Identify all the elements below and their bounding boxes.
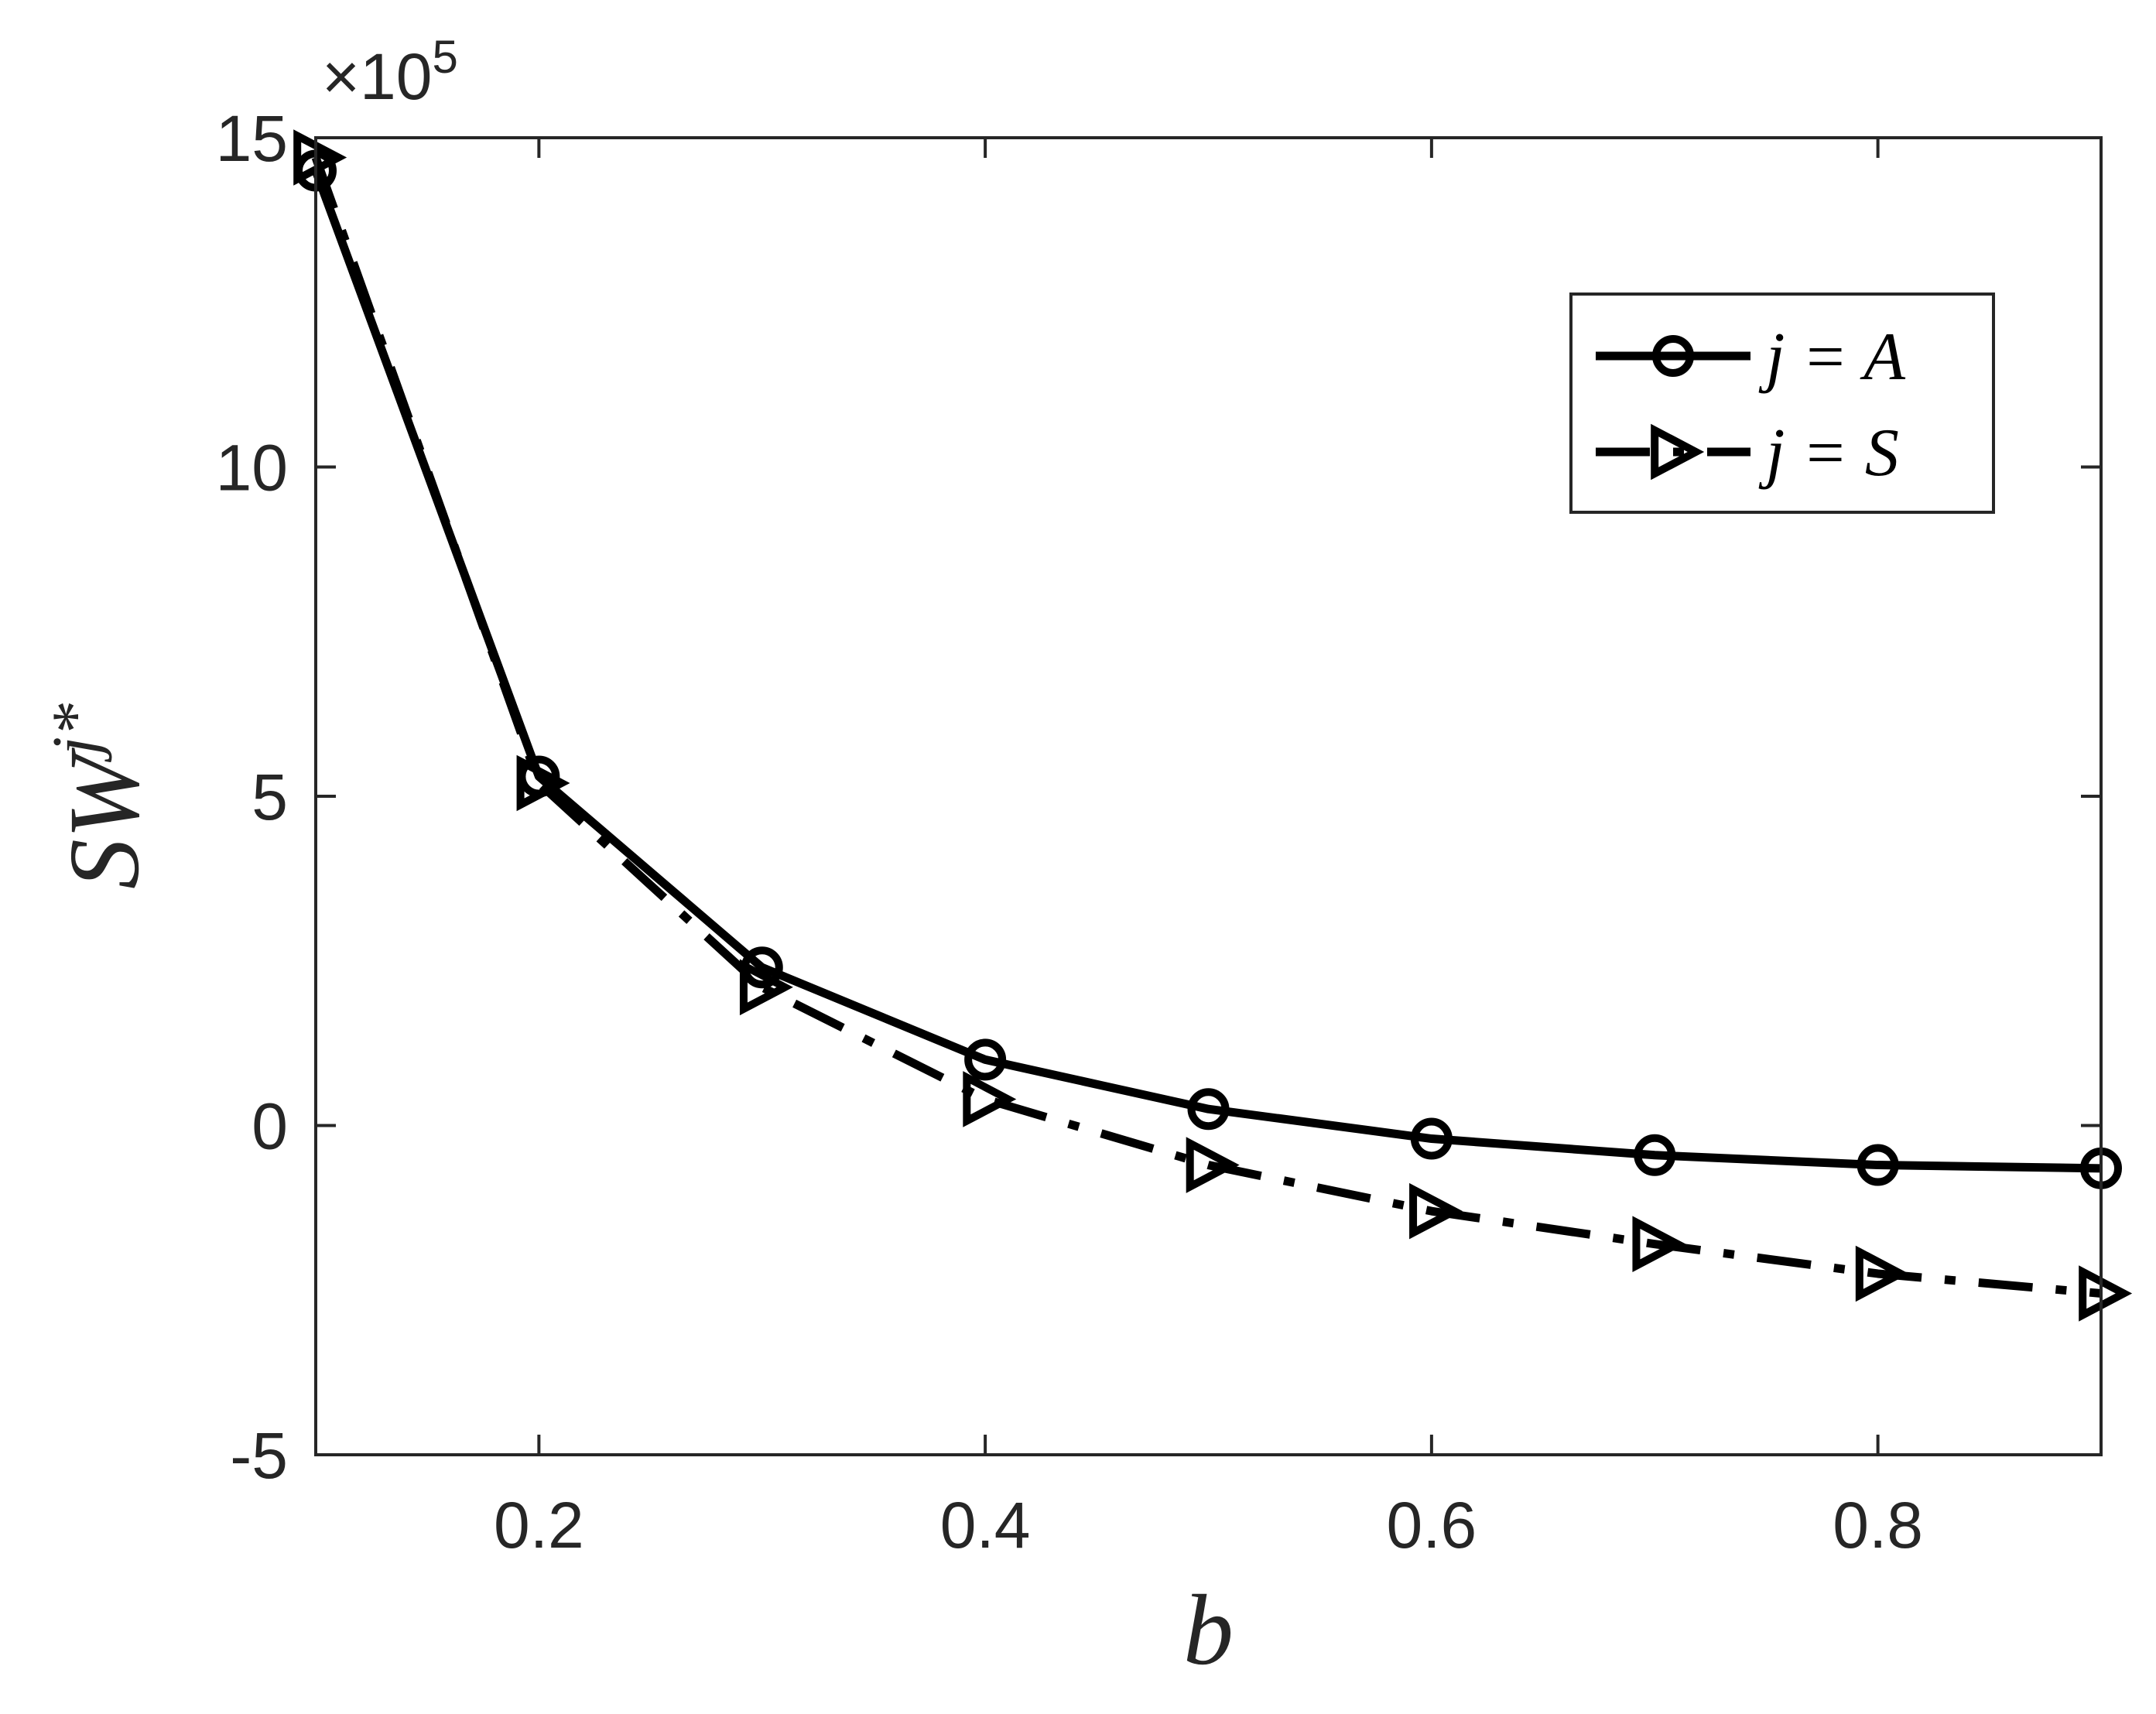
legend-marker bbox=[1651, 423, 1705, 481]
legend-item: j = A bbox=[1596, 320, 1906, 395]
y-axis-label-superscript: j* bbox=[38, 703, 112, 763]
x-tick-label: 0.2 bbox=[494, 1489, 584, 1562]
data-point bbox=[964, 1038, 1007, 1081]
data-point bbox=[1855, 1245, 1909, 1302]
data-point bbox=[1409, 1182, 1463, 1240]
x-axis-label: b bbox=[1183, 1575, 1234, 1686]
series-2 bbox=[293, 129, 2133, 1322]
data-point bbox=[739, 959, 793, 1016]
y-tick-label: 0 bbox=[252, 1090, 288, 1163]
data-point bbox=[1857, 1144, 1899, 1186]
data-point bbox=[2079, 1265, 2133, 1322]
series-layer bbox=[293, 129, 2133, 1322]
data-point bbox=[1632, 1216, 1686, 1272]
y-axis-multiplier: ×105 bbox=[322, 31, 458, 113]
legend: j = A j = S bbox=[1569, 293, 1995, 514]
legend-label: j = A bbox=[1758, 320, 1906, 395]
x-tick-label: 0.8 bbox=[1833, 1489, 1923, 1562]
legend-item: j = S bbox=[1596, 416, 1899, 491]
x-tick-label: 0.4 bbox=[940, 1489, 1031, 1562]
y-tick-label: -5 bbox=[230, 1419, 288, 1492]
data-point bbox=[1410, 1117, 1453, 1160]
legend-marker bbox=[1652, 335, 1694, 377]
data-point bbox=[293, 129, 347, 186]
legend-label: j = S bbox=[1758, 416, 1899, 491]
y-tick-label: 10 bbox=[216, 432, 288, 505]
plot-area-frame bbox=[314, 136, 2103, 1456]
data-point bbox=[516, 754, 570, 812]
data-point bbox=[963, 1071, 1017, 1127]
data-point bbox=[1634, 1134, 1676, 1176]
series-line bbox=[311, 169, 2102, 1173]
y-axis-multiplier-exponent: 5 bbox=[433, 31, 458, 83]
y-axis-multiplier-base: ×10 bbox=[322, 40, 433, 113]
legend-box bbox=[1569, 293, 1995, 514]
y-tick-label: 15 bbox=[216, 102, 288, 175]
y-axis-label-main: SW bbox=[49, 747, 160, 889]
y-tick-label: 5 bbox=[252, 761, 288, 833]
y-axis-label: SWj* bbox=[38, 703, 160, 889]
series-line bbox=[311, 156, 2102, 1298]
x-tick-label: 0.6 bbox=[1386, 1489, 1477, 1562]
data-point bbox=[1187, 1088, 1230, 1131]
data-point bbox=[1186, 1137, 1240, 1193]
